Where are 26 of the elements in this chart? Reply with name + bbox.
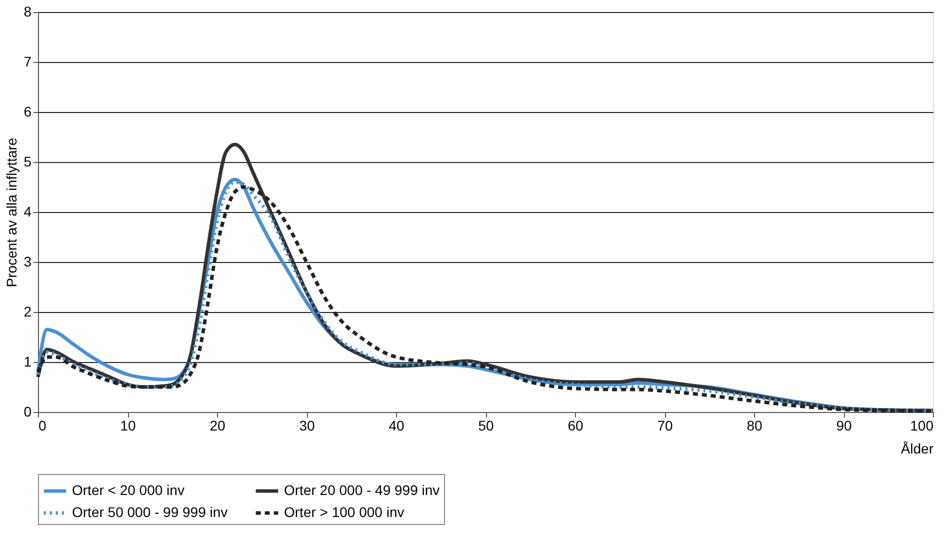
x-tick-label: 50: [478, 418, 494, 434]
y-tick-label: 4: [24, 204, 32, 220]
x-tick-label: 20: [210, 418, 226, 434]
y-tick-label: 6: [24, 104, 32, 120]
x-tick-label: 80: [746, 418, 762, 434]
y-axis-title: Procent av alla inflyttare: [4, 138, 20, 288]
x-tick-label: 40: [388, 418, 404, 434]
x-tick-label: 90: [836, 418, 852, 434]
y-tick-label: 0: [24, 404, 32, 420]
y-tick-label: 3: [24, 254, 32, 270]
x-tick-label: 10: [120, 418, 136, 434]
x-tick-label: 100: [910, 418, 934, 434]
y-tick-label: 5: [24, 154, 32, 170]
x-tick-label: 30: [299, 418, 315, 434]
x-axis-title: Ålder: [900, 440, 934, 456]
x-tick-label: 60: [568, 418, 584, 434]
legend-label: Orter < 20 000 inv: [72, 482, 184, 498]
x-tick-label: 0: [38, 418, 46, 434]
x-tick-label: 70: [657, 418, 673, 434]
y-tick-label: 8: [24, 4, 32, 20]
legend-label: Orter > 100 000 inv: [284, 504, 404, 520]
legend-label: Orter 50 000 - 99 999 inv: [72, 504, 228, 520]
y-tick-label: 7: [24, 54, 32, 70]
y-tick-label: 2: [24, 304, 32, 320]
y-tick-label: 1: [24, 354, 32, 370]
legend-label: Orter 20 000 - 49 999 inv: [284, 482, 440, 498]
